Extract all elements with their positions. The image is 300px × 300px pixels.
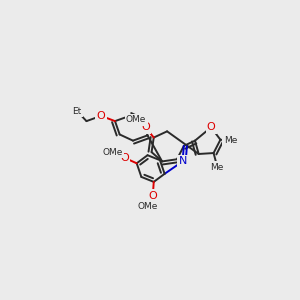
Text: OMe: OMe [137,202,158,211]
Text: O: O [120,153,129,163]
Text: N: N [178,156,187,167]
Text: Me: Me [211,163,224,172]
Text: Et: Et [73,107,82,116]
Text: Me: Me [224,136,237,145]
Text: OMe: OMe [102,148,123,157]
Text: O: O [141,122,150,132]
Text: O: O [148,190,157,200]
Text: O: O [97,111,105,121]
Text: OMe: OMe [126,116,146,124]
Text: O: O [207,122,215,132]
